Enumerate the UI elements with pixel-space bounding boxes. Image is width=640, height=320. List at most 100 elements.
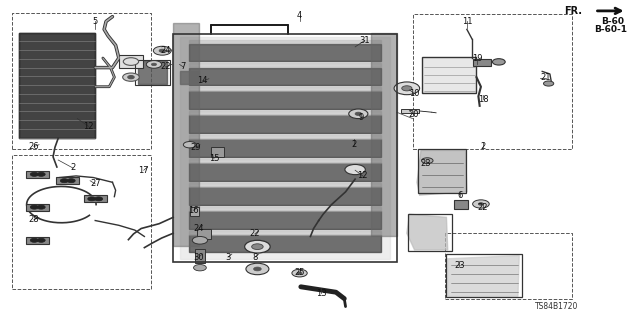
Text: 12: 12: [358, 172, 368, 180]
Circle shape: [252, 244, 263, 250]
Text: 2: 2: [481, 142, 486, 151]
Text: 2: 2: [70, 164, 76, 172]
Circle shape: [128, 76, 134, 79]
Circle shape: [159, 49, 166, 52]
Polygon shape: [189, 116, 381, 133]
Circle shape: [253, 267, 261, 271]
Polygon shape: [417, 150, 467, 195]
Text: 22: 22: [250, 229, 260, 238]
Text: 20: 20: [408, 110, 419, 119]
Bar: [135, 60, 170, 85]
Bar: [419, 149, 467, 194]
Text: 3: 3: [225, 253, 231, 262]
Text: 13: 13: [316, 289, 326, 298]
Circle shape: [30, 205, 38, 209]
Polygon shape: [189, 135, 381, 139]
Circle shape: [30, 238, 38, 242]
Polygon shape: [189, 68, 381, 85]
Circle shape: [147, 60, 162, 68]
Text: 14: 14: [197, 76, 208, 85]
Bar: [26, 237, 49, 244]
Text: 23: 23: [420, 159, 431, 168]
Polygon shape: [407, 214, 448, 250]
Circle shape: [192, 236, 207, 244]
Circle shape: [37, 172, 45, 176]
Text: 21: 21: [541, 73, 551, 82]
Circle shape: [30, 172, 38, 176]
Circle shape: [246, 263, 269, 275]
Circle shape: [37, 205, 45, 209]
Polygon shape: [189, 163, 381, 181]
Bar: [211, 147, 224, 157]
Polygon shape: [189, 183, 381, 187]
Text: 24: 24: [193, 224, 204, 233]
Circle shape: [292, 269, 307, 277]
Polygon shape: [138, 61, 167, 84]
Circle shape: [402, 86, 412, 91]
Circle shape: [543, 81, 554, 86]
Bar: [197, 229, 211, 239]
Text: TS84B1720: TS84B1720: [534, 302, 578, 311]
Bar: [473, 59, 491, 66]
Text: 25: 25: [294, 268, 305, 277]
Polygon shape: [179, 37, 390, 259]
Bar: [454, 200, 468, 209]
Bar: [401, 109, 419, 113]
Text: 11: 11: [461, 17, 472, 26]
Bar: [26, 171, 49, 178]
Text: 24: 24: [160, 46, 171, 55]
Text: 22: 22: [160, 62, 171, 71]
Bar: [447, 254, 522, 297]
Text: 17: 17: [138, 166, 149, 175]
Circle shape: [67, 179, 76, 183]
Polygon shape: [189, 187, 381, 204]
Circle shape: [349, 109, 368, 119]
Bar: [422, 57, 476, 93]
Bar: [189, 207, 199, 216]
Text: 28: 28: [29, 215, 39, 224]
Bar: [26, 204, 49, 211]
Bar: [84, 196, 107, 202]
Circle shape: [154, 46, 172, 55]
Text: 23: 23: [454, 261, 465, 270]
Polygon shape: [19, 33, 95, 138]
Text: 31: 31: [360, 36, 370, 45]
Polygon shape: [189, 235, 381, 252]
Polygon shape: [189, 211, 381, 228]
Polygon shape: [179, 71, 198, 84]
Circle shape: [478, 203, 483, 205]
Circle shape: [394, 82, 420, 95]
Circle shape: [124, 58, 139, 65]
Text: 15: 15: [209, 154, 220, 163]
Text: B-60-1: B-60-1: [594, 25, 627, 34]
Circle shape: [472, 200, 489, 208]
Circle shape: [244, 240, 270, 253]
Circle shape: [355, 112, 362, 116]
Bar: [173, 34, 397, 262]
Bar: [408, 214, 452, 251]
Text: 27: 27: [90, 180, 100, 188]
Text: 22: 22: [477, 203, 488, 212]
Polygon shape: [371, 33, 397, 236]
Polygon shape: [189, 44, 381, 61]
Circle shape: [345, 164, 365, 175]
Text: 19: 19: [472, 54, 483, 63]
Text: 26: 26: [29, 142, 39, 151]
Circle shape: [152, 63, 157, 66]
Circle shape: [37, 238, 45, 242]
Polygon shape: [189, 63, 381, 67]
Text: B-60: B-60: [601, 17, 624, 26]
Text: FR.: FR.: [564, 6, 582, 16]
Circle shape: [88, 197, 96, 201]
Bar: [19, 33, 95, 138]
Polygon shape: [189, 231, 381, 235]
Text: 7: 7: [180, 62, 186, 71]
Polygon shape: [189, 87, 381, 91]
Text: 8: 8: [252, 253, 257, 262]
Text: 2: 2: [352, 140, 357, 149]
Circle shape: [60, 179, 68, 183]
Bar: [119, 55, 143, 68]
Bar: [195, 249, 205, 263]
Text: 12: 12: [84, 122, 94, 131]
Circle shape: [183, 141, 196, 148]
